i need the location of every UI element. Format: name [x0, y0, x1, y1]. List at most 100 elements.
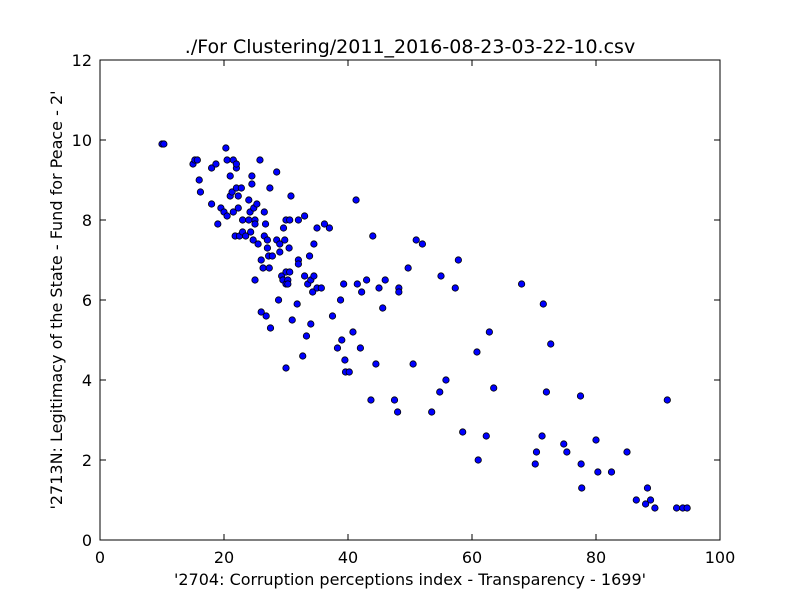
- data-point: [286, 268, 294, 276]
- data-point: [257, 256, 265, 264]
- data-point: [229, 208, 237, 216]
- data-point: [261, 220, 270, 228]
- data-point: [307, 320, 315, 328]
- data-point: [623, 448, 631, 456]
- data-point: [313, 224, 321, 232]
- data-point: [442, 376, 450, 384]
- data-point: [193, 156, 201, 164]
- data-point: [286, 216, 294, 224]
- data-point: [428, 408, 436, 416]
- y-tick-label: 10: [72, 131, 92, 150]
- data-point: [474, 456, 482, 464]
- data-point: [646, 496, 655, 504]
- data-point: [287, 192, 295, 200]
- data-point: [262, 312, 270, 320]
- data-point: [490, 384, 498, 392]
- data-point: [356, 344, 364, 352]
- data-point: [239, 216, 247, 224]
- data-point: [632, 496, 640, 504]
- data-point: [228, 188, 236, 196]
- x-tick-label: 20: [214, 548, 234, 567]
- data-point: [285, 244, 293, 252]
- data-point: [234, 192, 242, 200]
- data-point: [266, 184, 274, 192]
- data-point: [294, 216, 302, 224]
- data-point: [232, 160, 240, 168]
- data-point: [459, 428, 467, 436]
- data-point: [253, 200, 261, 208]
- data-point: [418, 240, 426, 248]
- points-layer: [158, 140, 691, 512]
- x-tick-label: 0: [95, 548, 105, 567]
- data-point: [274, 296, 283, 304]
- data-point: [214, 220, 222, 228]
- data-point: [663, 396, 671, 404]
- data-point: [266, 324, 275, 332]
- data-point: [195, 176, 203, 184]
- data-point: [212, 160, 220, 168]
- data-point: [336, 296, 345, 304]
- data-point: [409, 360, 417, 368]
- data-point: [263, 236, 271, 244]
- y-axis-label: '2713N: Legitimacy of the State - Fund f…: [47, 90, 66, 509]
- data-point: [353, 280, 361, 288]
- data-point: [310, 240, 318, 248]
- y-tick-label: 8: [82, 211, 92, 230]
- data-point: [196, 188, 205, 196]
- data-point: [340, 280, 348, 288]
- data-point: [310, 272, 318, 280]
- data-point: [482, 432, 490, 440]
- data-point: [683, 504, 691, 512]
- x-axis-label: '2704: Corruption perceptions index - Tr…: [174, 570, 646, 589]
- y-tick-label: 12: [72, 51, 92, 70]
- data-point: [247, 228, 255, 236]
- data-point: [578, 484, 586, 492]
- data-point: [375, 284, 383, 292]
- data-point: [259, 264, 267, 272]
- data-point: [223, 212, 231, 220]
- data-point: [260, 208, 268, 216]
- data-point: [257, 308, 265, 316]
- data-point: [242, 232, 250, 240]
- data-point: [288, 316, 296, 324]
- data-point: [245, 216, 253, 224]
- data-point: [317, 284, 325, 292]
- data-point: [607, 468, 616, 476]
- y-tick-label: 0: [82, 531, 92, 550]
- data-point: [223, 156, 231, 164]
- data-point: [248, 180, 256, 188]
- data-point: [576, 392, 585, 400]
- data-point: [362, 276, 371, 284]
- data-point: [393, 408, 402, 416]
- data-point: [352, 196, 360, 204]
- data-point: [234, 204, 242, 212]
- data-point: [273, 168, 281, 176]
- x-tick-label: 100: [705, 548, 736, 567]
- data-point: [300, 212, 309, 220]
- data-point: [485, 328, 493, 336]
- data-point: [517, 280, 526, 288]
- data-point: [577, 460, 585, 468]
- data-point: [245, 196, 253, 204]
- y-tick-label: 2: [82, 451, 92, 470]
- data-point: [369, 232, 377, 240]
- data-point: [651, 504, 659, 512]
- data-point: [254, 240, 262, 248]
- data-point: [560, 440, 568, 448]
- data-point: [265, 264, 273, 272]
- data-point: [542, 388, 551, 396]
- data-point: [349, 328, 357, 336]
- data-point: [532, 448, 541, 456]
- data-point: [594, 468, 602, 476]
- data-point: [454, 256, 462, 264]
- data-point: [294, 260, 302, 268]
- data-point: [279, 224, 288, 232]
- data-point: [251, 220, 259, 228]
- data-point: [281, 236, 289, 244]
- y-tick-label: 6: [82, 291, 92, 310]
- data-point: [333, 344, 342, 352]
- x-tick-label: 80: [586, 548, 606, 567]
- data-point: [367, 396, 375, 404]
